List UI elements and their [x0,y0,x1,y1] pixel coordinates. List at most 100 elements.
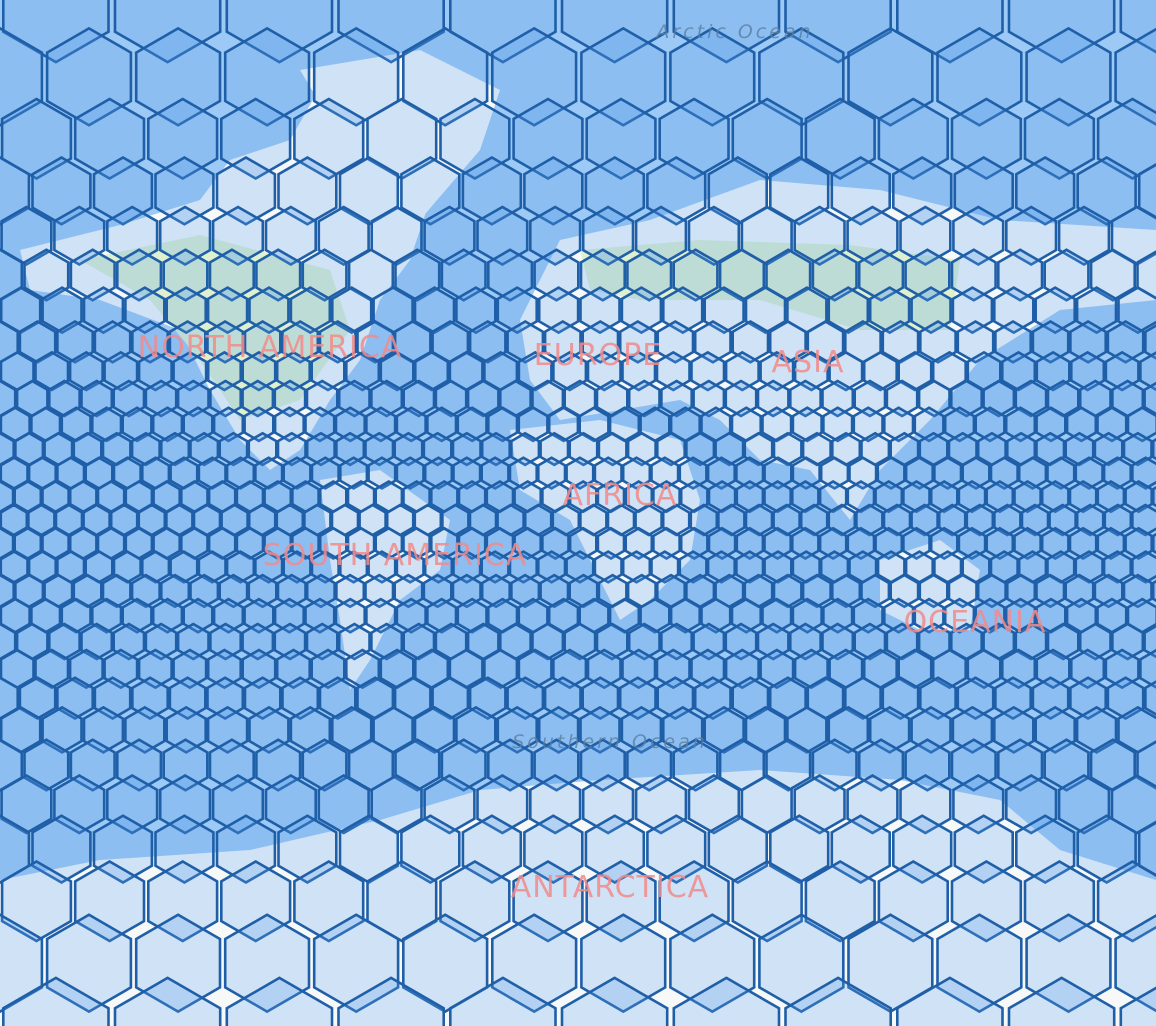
hex-cell [862,350,899,392]
hex-cell [1104,648,1140,690]
hex-cell [793,773,846,835]
hex-cell [480,550,510,584]
hex-cell [951,286,994,335]
hex-cell [953,155,1015,226]
hex-cell [1031,319,1070,364]
hex-cell [134,913,222,1014]
hex-cell [763,456,793,490]
hex-cell [456,406,488,443]
hex-cell [784,976,893,1026]
hex-cell [804,859,876,943]
hex-cell [215,155,277,226]
hex-cell [952,205,1005,267]
hex-cell [1139,351,1156,392]
hex-cell [422,431,453,467]
hex-cell [137,350,173,392]
hex-cell [687,205,741,267]
hex-cell [512,97,584,181]
hex-cell [902,526,931,561]
hex-cell [209,379,242,418]
hex-cell [168,319,207,364]
hex-cell [560,976,669,1026]
hex-cell [621,350,657,392]
hex-cell [337,379,371,418]
hex-cell [431,676,470,721]
hex-cell [211,205,265,267]
hex-cell [1137,821,1156,877]
hex-cell [947,573,978,609]
hex-cell [1035,648,1071,690]
hex-cell [1096,97,1156,181]
hex-cell [692,622,726,661]
hex-cell [1014,622,1048,661]
hex-cell [1152,532,1156,554]
hex-cell [113,0,222,64]
hex-cell [508,456,539,490]
hex-cell [310,550,340,584]
hex-cell [672,738,719,792]
hex-cell [624,526,654,561]
hex-cell [1004,406,1037,443]
hex-cell [273,406,306,443]
hex-cell [678,456,708,490]
hex-cell [317,205,370,267]
hex-cell [34,350,70,392]
hex-cell [846,205,899,267]
hex-cell [1104,350,1140,392]
hex-cell [301,738,348,792]
hex-cell [552,350,588,392]
hex-cell [965,503,995,537]
hex-cell [593,550,623,584]
hex-cell [223,913,311,1014]
hex-cell [660,622,694,661]
hex-cell [0,738,24,792]
hex-cell [1143,381,1156,416]
hex-cell [434,379,468,418]
hex-cell [1122,573,1153,609]
ocean-label: Arctic Ocean [654,21,813,43]
hex-cell [317,773,370,835]
hex-cell [533,248,580,302]
hex-cell [1152,486,1156,508]
greenland [300,50,500,220]
hex-cell [486,248,534,302]
hex-cell [950,738,997,792]
hex-cell [578,406,610,443]
hex-cell [902,479,931,514]
hex-cell [312,26,400,127]
hex-cell [874,526,904,561]
hex-cell [763,550,793,584]
hex-cell [1119,0,1156,54]
hex-cell [528,205,582,267]
hex-cell [263,526,293,561]
hex-cell [73,859,146,943]
hex-cell [485,526,515,561]
hex-cell [395,406,427,443]
hex-cell [951,705,994,754]
hex-cell [0,676,20,721]
hex-cell [768,155,830,226]
hex-cell [904,456,935,490]
hex-cell [456,597,488,634]
hex-cell [168,676,207,721]
hex-cell [124,286,166,335]
hex-cell [994,319,1032,364]
hex-cell [790,479,820,514]
hex-cell [206,676,245,721]
hex-cell [273,379,307,418]
hex-cell [413,286,456,335]
hex-cell [318,676,357,721]
hex-cell [394,738,441,792]
hex-cell [305,573,336,609]
hex-cell [305,379,339,418]
hex-cell [169,550,199,584]
hex-cell [413,350,450,392]
hex-cell [134,26,222,127]
continent-label: ASIA [772,345,845,380]
hex-cell [480,456,510,490]
hex-cell [1070,648,1106,690]
hex-cell [763,479,793,514]
hex-cell [448,976,557,1026]
hex-cell [1144,324,1156,360]
hex-cell [1074,550,1104,584]
